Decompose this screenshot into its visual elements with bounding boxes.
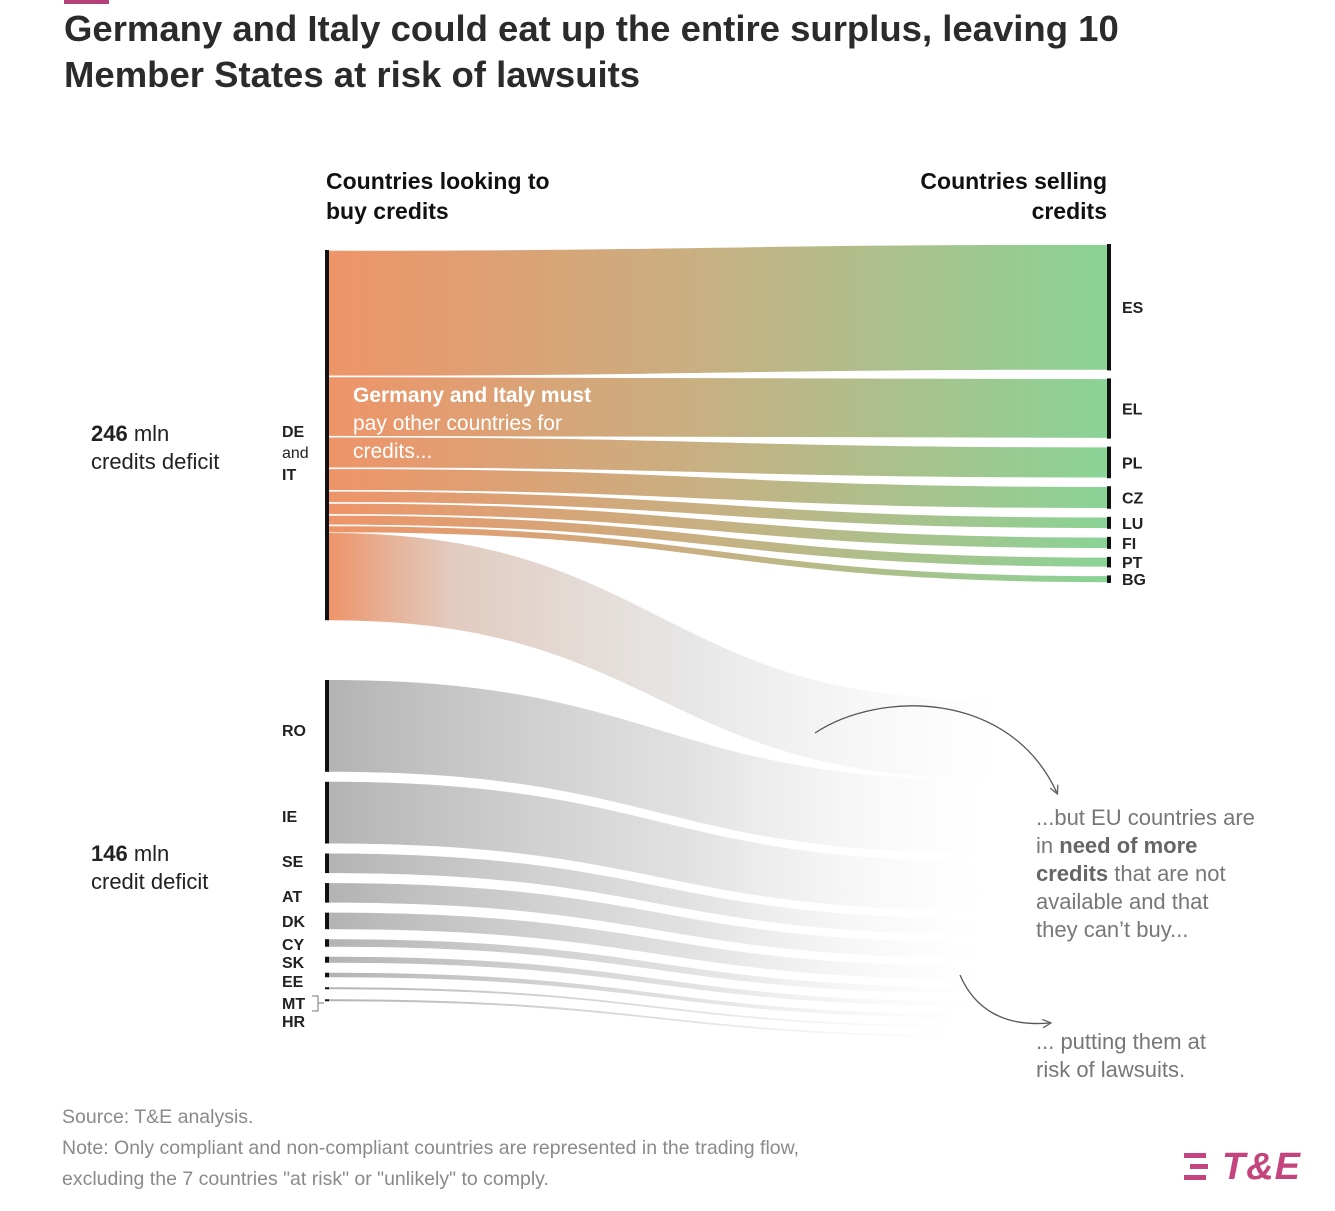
flow-deit-unmet	[328, 532, 990, 779]
label-ro: RO	[282, 723, 306, 740]
flow-dk-unmet	[328, 912, 990, 980]
flow-cy-unmet	[328, 939, 990, 994]
node-cz	[1107, 486, 1111, 509]
node-hr	[325, 999, 329, 1002]
footer: Source: T&E analysis. Note: Only complia…	[62, 1102, 822, 1195]
label-lu: LU	[1122, 516, 1143, 533]
title-accent-bar	[64, 0, 109, 4]
logo-text: T&E	[1222, 1146, 1301, 1188]
callout-need-more-credits: ...but EU countries are in need of more …	[1036, 804, 1256, 944]
label-se: SE	[282, 854, 304, 871]
node-sk	[325, 956, 329, 963]
buyers-column-title: Countries looking to buy credits	[326, 168, 550, 224]
label-ee: EE	[282, 974, 304, 991]
label-it: IT	[282, 467, 296, 484]
stacked-bars-logo-icon	[1184, 1153, 1208, 1180]
node-at	[325, 883, 329, 903]
label-de: DE	[282, 424, 305, 441]
node-ee	[325, 972, 329, 978]
node-de-it	[325, 250, 329, 621]
node-es	[1107, 244, 1111, 371]
node-pl	[1107, 446, 1111, 479]
callout-lawsuits: ... putting them at risk of lawsuits.	[1036, 1029, 1206, 1082]
node-dk	[325, 912, 329, 930]
flow-sk-unmet	[328, 956, 990, 1007]
label-mt: MT	[282, 996, 305, 1013]
te-logo: T&E	[1182, 1146, 1300, 1189]
flow-deit-to-lu	[327, 490, 1109, 530]
flow-se-unmet	[328, 853, 990, 935]
flow-ie-unmet	[328, 781, 990, 911]
callout-need-text-start: ...but EU countries are in	[1036, 805, 1255, 858]
label-sk: SK	[282, 955, 305, 972]
label-pt: PT	[1122, 555, 1143, 572]
node-lu	[1107, 516, 1111, 529]
label-el: EL	[1122, 402, 1143, 419]
node-bg	[1107, 575, 1111, 583]
inner-annotation-line2: pay other countries for	[353, 412, 562, 435]
node-el	[1107, 378, 1111, 439]
group-value-suffix: mln	[127, 841, 170, 866]
group-label-others: 146 mln credit deficit	[91, 840, 208, 896]
footer-note: Note: Only compliant and non-compliant c…	[62, 1137, 800, 1190]
group-caption: credit deficit	[91, 869, 209, 894]
node-ie	[325, 781, 329, 844]
node-mt	[325, 987, 329, 990]
node-se	[325, 853, 329, 874]
callout-arrow-need	[814, 705, 1057, 793]
node-fi	[1107, 536, 1111, 549]
chart-title: Germany and Italy could eat up the entir…	[64, 8, 1119, 95]
label-cy: CY	[282, 937, 305, 954]
callout-need-emphasis: need of more credits	[1036, 833, 1198, 886]
node-ro	[325, 680, 329, 772]
group-label-de-it: 246 mln credits deficit	[91, 420, 219, 476]
node-pt	[1107, 556, 1111, 568]
label-and: and	[282, 445, 309, 462]
callout-arrow-lawsuit	[959, 974, 1050, 1024]
callout-need-text-end: that are not available and that they can…	[1036, 861, 1226, 942]
flow-mt-unmet	[328, 987, 990, 1028]
label-bg: BG	[1122, 572, 1146, 589]
label-es: ES	[1122, 300, 1144, 317]
flow-at-unmet	[328, 883, 990, 959]
label-pl: PL	[1122, 455, 1143, 472]
label-fi: FI	[1122, 536, 1136, 553]
flow-hr-unmet	[328, 999, 990, 1038]
node-cy	[325, 939, 329, 947]
label-dk: DK	[282, 914, 306, 931]
sellers-column-title: Countries selling credits	[920, 168, 1107, 224]
inner-annotation-line3: credits...	[353, 440, 432, 463]
label-cz: CZ	[1122, 491, 1144, 508]
label-ie: IE	[282, 809, 297, 826]
inner-annotation-line1: Germany and Italy must	[353, 384, 591, 407]
group-value: 246	[91, 421, 128, 446]
group-value: 146	[91, 841, 128, 866]
flow-deit-to-es	[327, 243, 1109, 378]
group-value-suffix: mln	[127, 421, 170, 446]
flow-ee-unmet	[328, 972, 990, 1018]
label-at: AT	[282, 889, 302, 906]
label-hr: HR	[282, 1014, 306, 1031]
footer-source: Source: T&E analysis.	[62, 1106, 254, 1128]
group-caption: credits deficit	[91, 449, 220, 474]
mt-hr-bracket	[312, 995, 324, 1012]
flow-ro-unmet	[328, 680, 990, 854]
